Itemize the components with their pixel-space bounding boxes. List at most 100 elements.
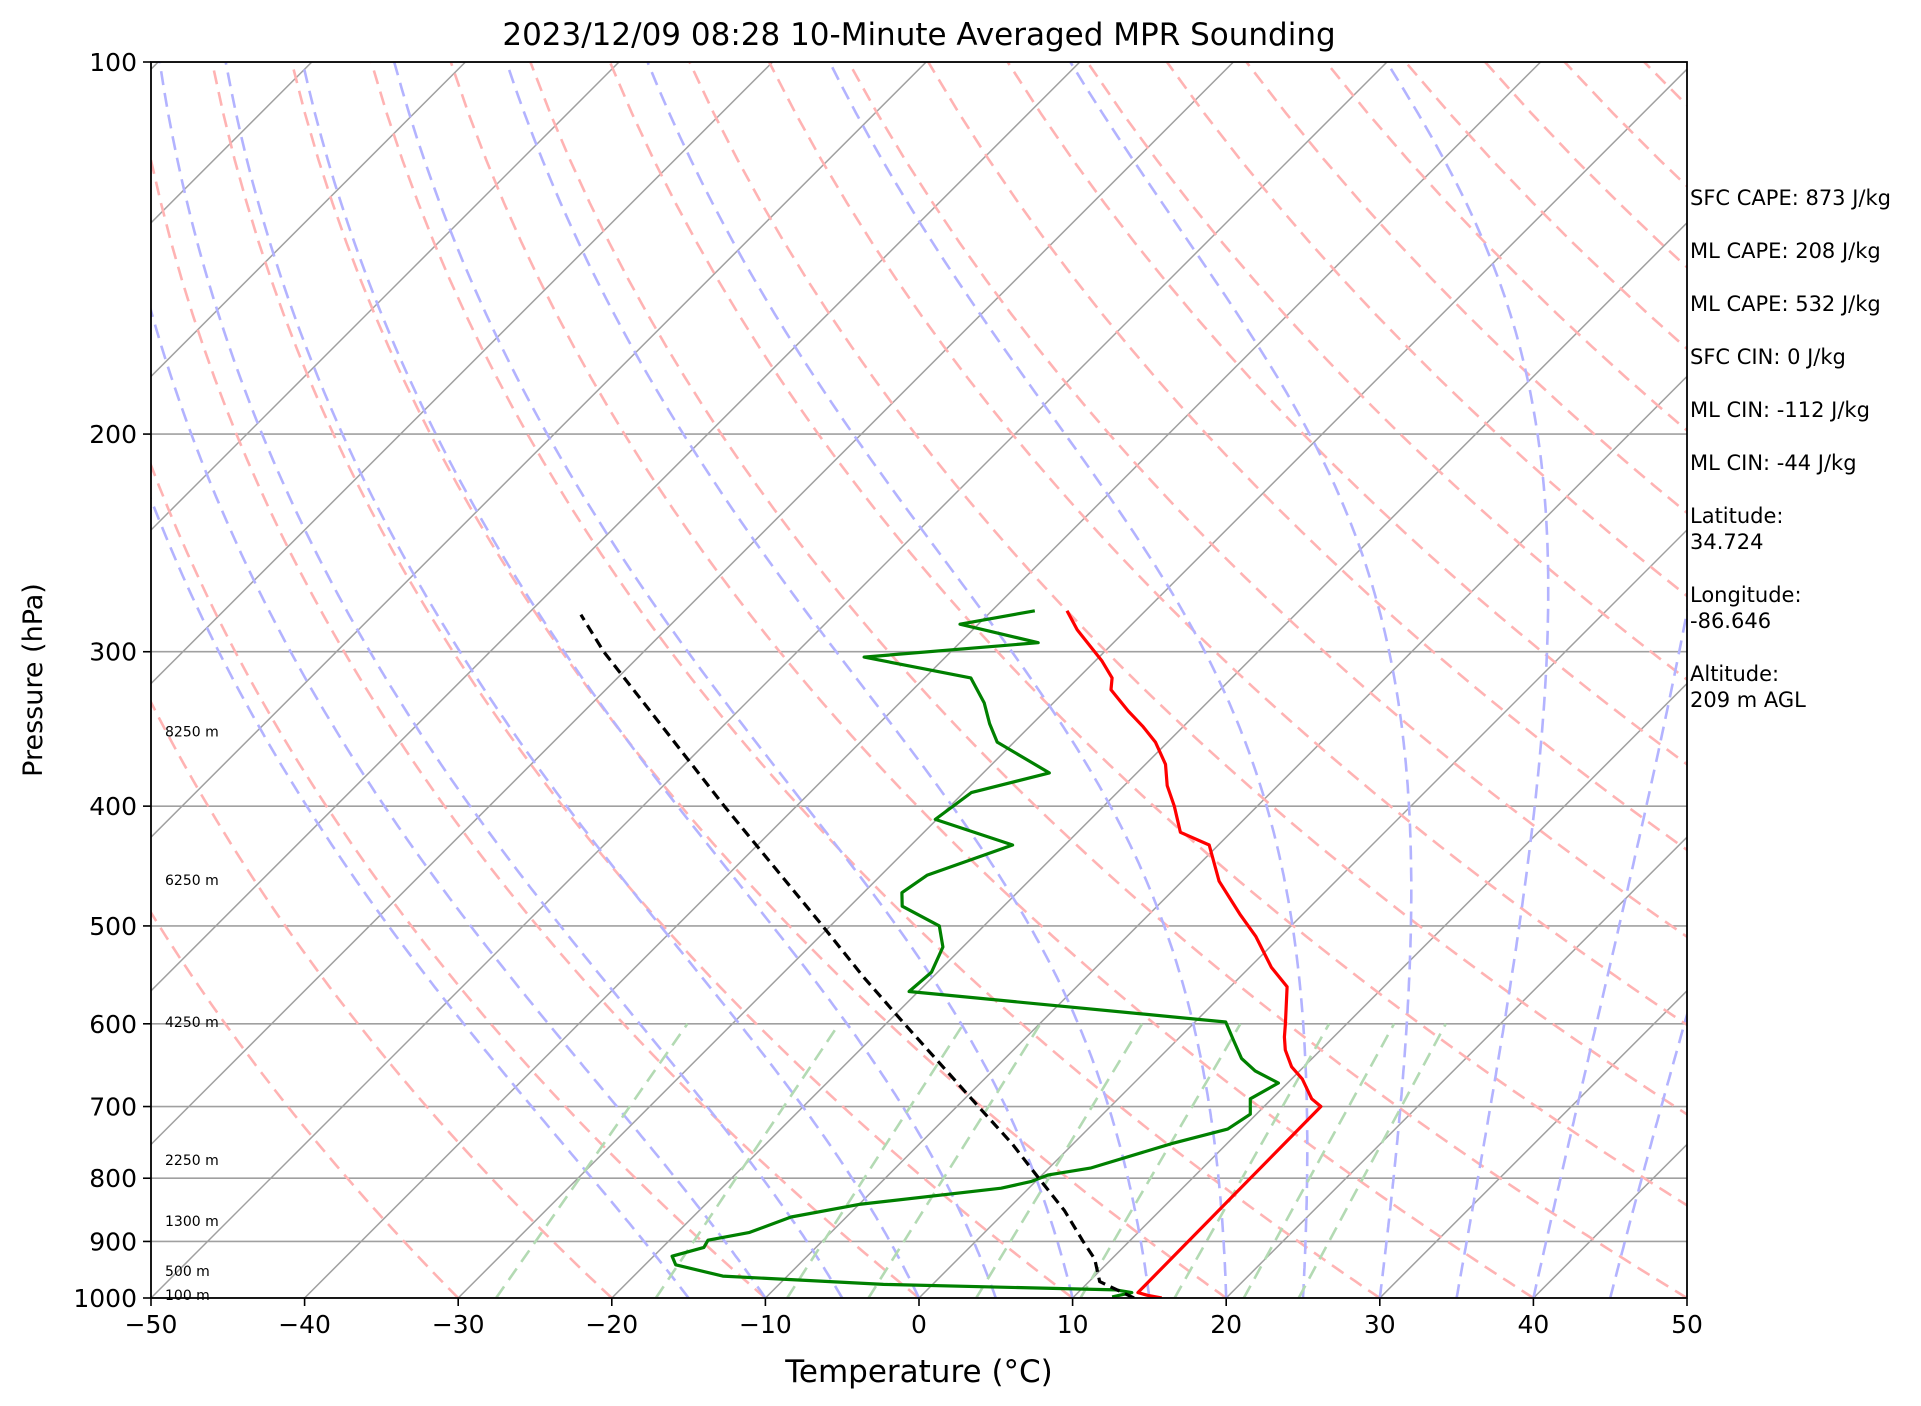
mixing-ratio-line	[1079, 1023, 1242, 1298]
moist-adiabat-line	[1608, 1010, 1687, 1298]
isotherm-line	[151, 62, 466, 378]
y-tick-label: 800	[89, 1164, 137, 1193]
mixing-ratio-line	[786, 1023, 965, 1298]
altitude-info: Altitude: 209 m AGL	[1690, 661, 1915, 713]
longitude-info: Longitude: -86.646	[1690, 582, 1915, 634]
isotherm-line	[1379, 989, 1687, 1298]
height-label: 6250 m	[165, 873, 219, 889]
x-axis-label: Temperature (°C)	[784, 1354, 1053, 1390]
latitude-label: Latitude:	[1690, 504, 1784, 528]
isotherm-line	[151, 62, 1081, 992]
x-tick-label: 50	[1671, 1310, 1703, 1339]
altitude-value: 209 m AGL	[1690, 688, 1806, 712]
dry-adiabat-line	[370, 62, 1381, 1298]
moist-adiabat-line	[646, 62, 1228, 1298]
ml-cape-text: ML CAPE: 208 J/kg	[1690, 239, 1881, 263]
isotherm-line	[0, 62, 5, 1298]
altitude-label: Altitude:	[1690, 662, 1780, 686]
isotherm-line	[457, 68, 1687, 1298]
chart-title: 2023/12/09 08:28 10-Minute Averaged MPR …	[502, 17, 1335, 53]
x-tick-label: 40	[1517, 1310, 1549, 1339]
mixing-ratio-line	[654, 1023, 841, 1298]
height-label: 100 m	[165, 1288, 210, 1304]
moist-adiabat-line	[158, 62, 844, 1298]
moist-adiabat-line	[505, 62, 1151, 1298]
x-tick-label: −40	[278, 1310, 331, 1339]
ml-cin-text-2: ML CIN: -44 J/kg	[1690, 451, 1857, 475]
height-label: 500 m	[165, 1264, 210, 1280]
moist-adiabat-line	[151, 305, 767, 1298]
y-tick-label: 600	[89, 1010, 137, 1039]
height-labels: 100 m 500 m 1300 m 2250 m 4250 m 6250 m 8250 m	[165, 724, 219, 1303]
x-tick-label: −50	[125, 1310, 178, 1339]
mixing-ratio-line	[495, 1023, 689, 1298]
y-tick-label: 1000	[73, 1284, 137, 1313]
y-axis-label: Pressure (hPa)	[18, 583, 49, 777]
moist-adiabat-line	[828, 62, 1309, 1298]
y-tick-label: 100	[89, 48, 137, 77]
x-tick-label: −30	[432, 1310, 485, 1339]
y-tick-label: 400	[89, 792, 137, 821]
isotherm-line	[151, 62, 1234, 1146]
isotherm-line	[611, 221, 1687, 1298]
mixing-ratio-line	[867, 1023, 1042, 1298]
isotherm-line	[151, 62, 1388, 1298]
moist-adiabat-line	[1532, 604, 1687, 1298]
x-axis-ticks: −50 −40 −30 −20 −10 0 10 20 30 40 50	[125, 1298, 1703, 1339]
plot-frame	[150, 61, 1688, 1299]
dry-adiabat-line	[1165, 62, 1687, 598]
x-tick-label: −10	[739, 1310, 792, 1339]
dry-adiabat-line	[151, 153, 920, 1298]
parcel-path-line	[579, 613, 1135, 1298]
isotherm-line	[304, 62, 1542, 1298]
dewpoint-line	[670, 609, 1280, 1298]
mixing-ratio-line	[1173, 1023, 1331, 1298]
mixing-ratio-line	[975, 1023, 1144, 1298]
dry-adiabat-line	[151, 910, 460, 1298]
dry-adiabat-line	[151, 461, 767, 1298]
longitude-label: Longitude:	[1690, 583, 1802, 607]
latitude-value: 34.724	[1690, 530, 1764, 554]
x-tick-label: 20	[1210, 1310, 1242, 1339]
moist-adiabat-line	[1069, 62, 1413, 1298]
sounding-info-panel: SFC CAPE: 873 J/kg ML CAPE: 208 J/kg ML …	[1690, 185, 1915, 740]
height-label: 2250 m	[165, 1153, 219, 1169]
dry-adiabat-line	[767, 62, 1687, 1027]
dry-adiabat-line	[290, 62, 1227, 1298]
dry-adiabat-line	[688, 62, 1687, 1116]
mixing-ratio-line	[1242, 1023, 1396, 1298]
sfc-cape-text: SFC CAPE: 873 J/kg	[1690, 186, 1891, 210]
dry-adiabat-line	[608, 62, 1687, 1207]
dry-adiabat-line	[210, 62, 1074, 1298]
longitude-value: -86.646	[1690, 609, 1772, 633]
dry-adiabat-line	[529, 62, 1687, 1298]
isotherm-line	[918, 528, 1687, 1298]
dry-adiabat-line	[449, 62, 1535, 1298]
height-label: 4250 m	[165, 1015, 219, 1031]
isotherm-line	[1072, 682, 1687, 1298]
moist-adiabat-line	[1385, 62, 1550, 1298]
moist-adiabat-line	[301, 62, 998, 1298]
moist-adiabat-line	[224, 62, 921, 1298]
y-tick-label: 900	[89, 1227, 137, 1256]
y-tick-label: 200	[89, 420, 137, 449]
isotherm-line	[151, 62, 774, 685]
moist-adiabat-line	[392, 62, 1074, 1298]
y-tick-label: 700	[89, 1093, 137, 1122]
x-tick-label: 10	[1057, 1310, 1089, 1339]
background-grid	[0, 62, 1687, 1298]
x-tick-label: 30	[1364, 1310, 1396, 1339]
isotherm-line	[151, 62, 620, 532]
dry-adiabat-line	[1086, 62, 1687, 682]
y-tick-label: 500	[89, 912, 137, 941]
x-tick-label: −20	[585, 1310, 638, 1339]
isotherm-line	[764, 375, 1687, 1298]
x-tick-label: 0	[911, 1310, 927, 1339]
y-axis-ticks: 1000 900 800 700 600 500 400 300 200 100	[73, 48, 151, 1313]
height-label: 1300 m	[165, 1214, 219, 1230]
isotherm-line	[151, 62, 927, 839]
height-label: 8250 m	[165, 724, 219, 740]
temperature-line	[1065, 610, 1323, 1298]
sounding-series	[579, 609, 1323, 1298]
